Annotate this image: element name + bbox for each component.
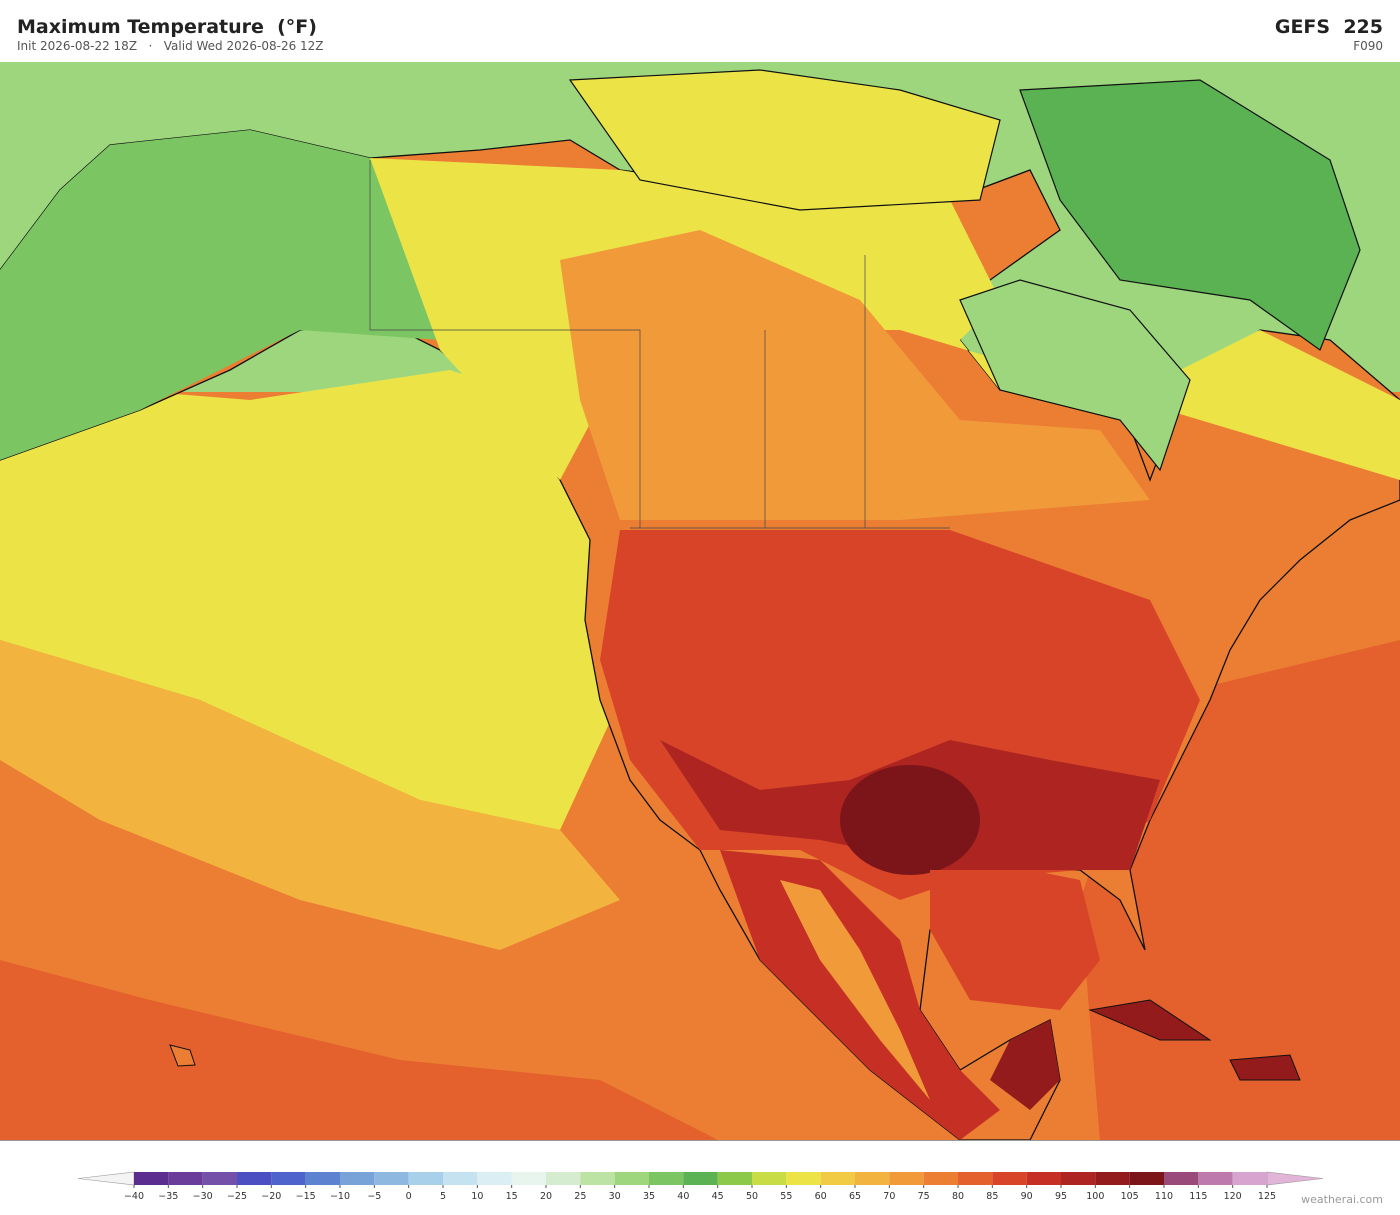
colorbar-tick-label: 10	[471, 1191, 483, 1202]
divider	[0, 1140, 1400, 1141]
colorbar-swatch	[271, 1172, 306, 1185]
colorbar-tick-label: 85	[986, 1191, 998, 1202]
colorbar-swatch	[923, 1172, 958, 1185]
colorbar-tick-label: 15	[506, 1191, 518, 1202]
colorbar-tick-label: −40	[124, 1191, 144, 1202]
colorbar-swatch	[408, 1172, 443, 1185]
baffin	[1019, 79, 1361, 351]
colorbar-swatch	[786, 1172, 821, 1185]
colorbar-swatch	[374, 1172, 409, 1185]
colorbar-tick-label: 0	[406, 1191, 412, 1202]
colorbar-tick-label: −5	[367, 1191, 381, 1202]
colorbar-tick-label: −35	[158, 1191, 178, 1202]
colorbar-tick-label: 20	[540, 1191, 552, 1202]
under-triangle	[77, 1171, 135, 1186]
colorbar-tick-label: 50	[746, 1191, 758, 1202]
colorbar-swatch	[580, 1172, 615, 1185]
valid: Valid Wed 2026-08-26 12Z	[163, 39, 324, 53]
colorbar: −40 −35 −30 −25 −20 −15 −10 −5 0 5 10 15 20 25 30 35 40 4…	[77, 1171, 1324, 1202]
hudson-bay	[959, 279, 1191, 472]
colorbar-swatch	[511, 1172, 546, 1185]
canada-south	[560, 230, 1150, 520]
colorbar-tick-label: 25	[574, 1191, 586, 1202]
colorbar-tick-label: −30	[193, 1191, 213, 1202]
gulf	[930, 870, 1100, 1010]
over-triangle	[1266, 1171, 1324, 1186]
colorbar-swatch	[855, 1172, 890, 1185]
colorbar-swatch	[134, 1172, 169, 1185]
colorbar-swatch	[1164, 1172, 1199, 1185]
separator: ·	[148, 39, 153, 53]
colorbar-tick-label: 45	[712, 1191, 724, 1202]
borders	[369, 160, 950, 529]
colorbar-swatch	[649, 1172, 684, 1185]
colorbar-swatch	[958, 1172, 993, 1185]
colorbar-swatch	[1061, 1172, 1096, 1185]
colorbar-swatch	[237, 1172, 272, 1185]
colorbar-swatch	[683, 1172, 718, 1185]
colorbar-swatch	[305, 1172, 340, 1185]
colorbar-tick-label: 30	[609, 1191, 621, 1202]
colorbar-swatch	[992, 1172, 1027, 1185]
colorbar-swatch	[168, 1172, 203, 1185]
colorbar-tick-label: 120	[1224, 1191, 1242, 1202]
colorbar-tick-label: −15	[296, 1191, 316, 1202]
colorbar-swatch	[1198, 1172, 1233, 1185]
colorbar-tick-label: 65	[849, 1191, 861, 1202]
arctic-islands	[568, 69, 1001, 211]
colorbar-tick-label: 40	[677, 1191, 689, 1202]
mexico-highlands	[780, 880, 930, 1100]
colorbar-tick-label: 115	[1189, 1191, 1207, 1202]
colorbar-swatch	[614, 1172, 649, 1185]
colorbar-swatch	[1026, 1172, 1061, 1185]
colorbar-tick-label: 70	[883, 1191, 895, 1202]
colorbar-tick-label: 95	[1055, 1191, 1067, 1202]
hawaii	[169, 1044, 196, 1067]
alaska	[0, 130, 440, 460]
colorbar-tick-label: −10	[330, 1191, 350, 1202]
colorbar-tick-label: 90	[1021, 1191, 1033, 1202]
map	[0, 62, 1400, 1141]
colorbar-swatch	[752, 1172, 787, 1185]
colorbar-tick-label: 35	[643, 1191, 655, 1202]
colorbar-swatch	[820, 1172, 855, 1185]
colorbar-swatch	[1095, 1172, 1130, 1185]
colorbar-tick-label: 5	[440, 1191, 446, 1202]
colorbar-tick-label: −25	[227, 1191, 247, 1202]
colorbar-swatch	[546, 1172, 581, 1185]
colorbar-swatch	[443, 1172, 478, 1185]
colorbar-swatch	[477, 1172, 512, 1185]
colorbar-tick-label: 105	[1121, 1191, 1139, 1202]
colorbar-tick-label: 75	[918, 1191, 930, 1202]
colorbar-swatch	[889, 1172, 924, 1185]
colorbar-swatch	[1232, 1172, 1267, 1185]
texas-heat	[840, 765, 980, 875]
colorbar-swatch	[717, 1172, 752, 1185]
colorbar-tick-label: −20	[261, 1191, 281, 1202]
colorbar-swatch	[340, 1172, 375, 1185]
pacific-warm	[0, 370, 620, 830]
caribbean	[1088, 999, 1301, 1081]
forecast-hour: F090	[1353, 39, 1383, 53]
watermark: weatherai.com	[1301, 1193, 1383, 1206]
pacific-south	[0, 960, 720, 1141]
yucatan	[990, 1020, 1060, 1110]
colorbar-swatch	[1129, 1172, 1164, 1185]
colorbar-tick-label: 60	[815, 1191, 827, 1202]
model: GEFS 225	[1274, 16, 1383, 38]
colorbar-tick-label: 55	[780, 1191, 792, 1202]
colorbar-tick-label: 80	[952, 1191, 964, 1202]
colorbar-tick-label: 110	[1155, 1191, 1173, 1202]
colorbar-tick-label: 100	[1086, 1191, 1104, 1202]
title: Maximum Temperature (°F)	[17, 16, 317, 38]
colorbar-swatch	[202, 1172, 237, 1185]
colorbar-tick-label: 125	[1258, 1191, 1276, 1202]
init: Init 2026-08-22 18Z	[17, 39, 138, 53]
subtitle: Init 2026-08-22 18Z · Valid Wed 2026-08-…	[17, 39, 324, 53]
pacific-mid	[0, 640, 620, 950]
